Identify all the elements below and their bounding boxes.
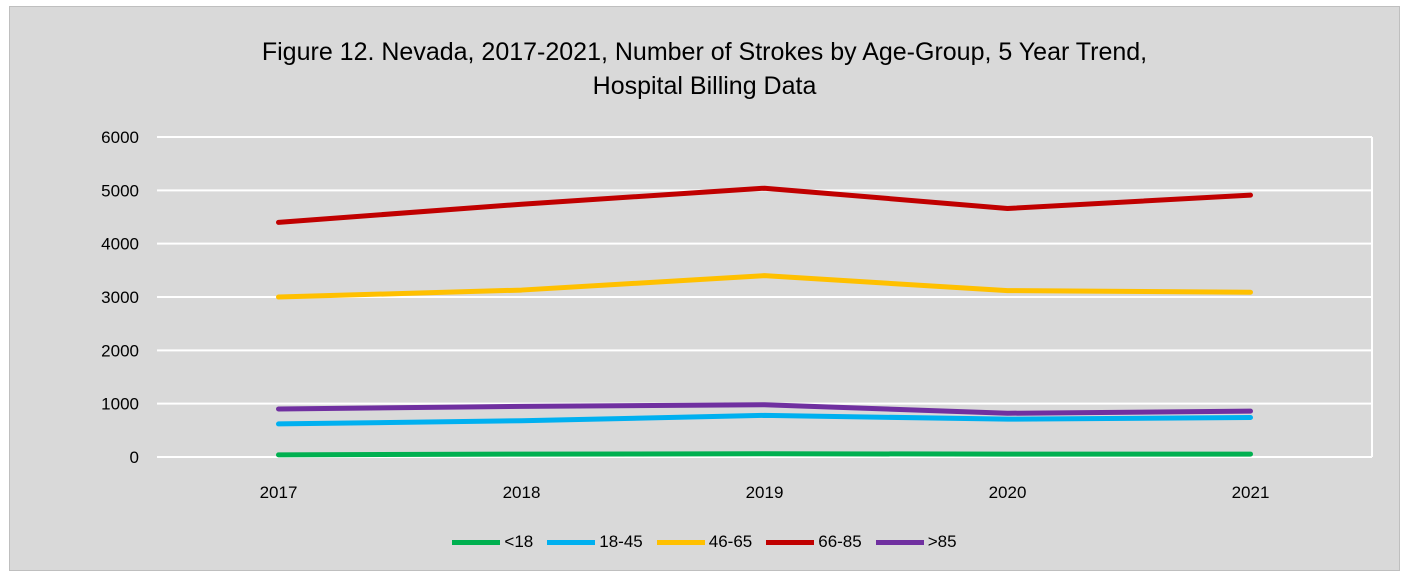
legend-swatch-0: [452, 539, 501, 545]
series-line-3: [276, 185, 1253, 225]
legend-label-4: >85: [927, 532, 957, 551]
chart-legend: <18 18-45 46-65 66-85 >85: [10, 532, 1399, 552]
chart-title-line-1: Figure 12. Nevada, 2017-2021, Number of …: [261, 38, 1148, 66]
legend-item-3: 66-85: [766, 532, 862, 552]
x-tick-label-2018: 2018: [503, 483, 541, 502]
legend-item-4: >85: [875, 532, 957, 552]
legend-item-2: 46-65: [656, 532, 753, 552]
legend-label-3: 66-85: [818, 532, 862, 551]
legend-label-1: 18-45: [599, 532, 643, 551]
x-tick-label-2017: 2017: [260, 483, 298, 502]
legend-swatch-1: [547, 539, 596, 545]
y-tick-label-6000: 6000: [101, 128, 139, 147]
legend-swatch-4: [875, 539, 924, 545]
legend-swatch-2: [656, 539, 705, 545]
y-tick-label-4000: 4000: [101, 235, 139, 254]
y-tick-label-3000: 3000: [101, 288, 139, 307]
chart-title: Figure 12. Nevada, 2017-2021, Number of …: [10, 35, 1399, 103]
y-tick-label-1000: 1000: [101, 395, 139, 414]
legend-item-0: <18: [452, 532, 533, 552]
y-tick-label-2000: 2000: [101, 341, 139, 360]
series-line-1: [276, 412, 1253, 427]
x-tick-label-2019: 2019: [746, 483, 784, 502]
legend-label-0: <18: [504, 532, 534, 551]
chart-title-line-2: Hospital Billing Data: [592, 72, 817, 100]
chart-area: Figure 12. Nevada, 2017-2021, Number of …: [9, 6, 1400, 571]
series-line-0: [276, 451, 1253, 458]
legend-swatch-3: [766, 539, 815, 545]
legend-item-1: 18-45: [547, 532, 643, 552]
series-line-2: [276, 273, 1253, 300]
line-chart-plot: 0 1000 2000 3000 4000 5000 6000 2017 2018 2019 202…: [101, 128, 1373, 502]
y-tick-label-0: 0: [130, 448, 139, 467]
x-tick-label-2020: 2020: [989, 483, 1027, 502]
series-line-4: [276, 402, 1253, 416]
x-tick-label-2021: 2021: [1232, 483, 1270, 502]
y-tick-label-5000: 5000: [101, 181, 139, 200]
legend-label-2: 46-65: [708, 532, 753, 551]
